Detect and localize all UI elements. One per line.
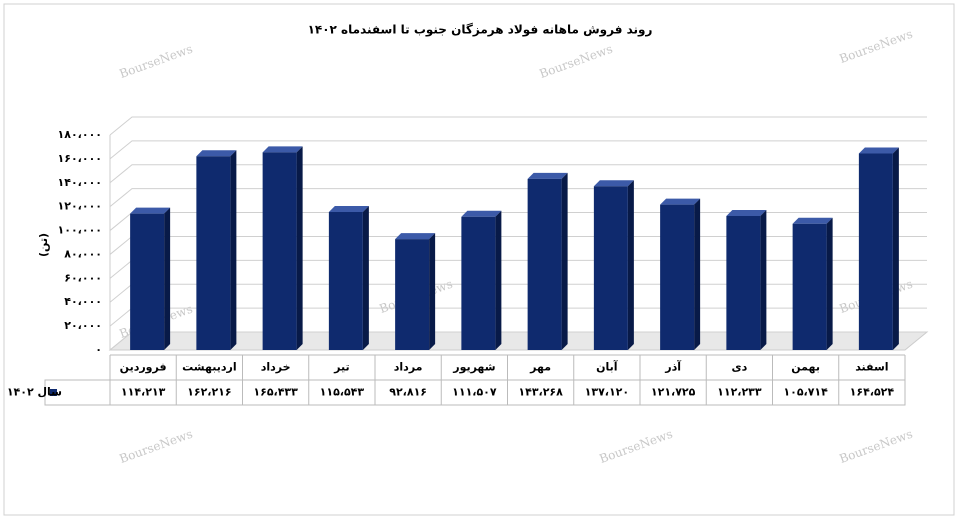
y-tick-label: ۱۰۰،۰۰۰	[58, 224, 102, 237]
y-tick-label: ۰	[95, 343, 102, 356]
bar-face	[561, 172, 568, 350]
chart-title: روند فروش ماهانه فولاد هرمزگان جنوب تا ا…	[308, 23, 653, 38]
bar-face	[627, 180, 634, 350]
legend-label: سال ۱۴۰۲	[7, 386, 62, 399]
y-tick-label: ۸۰،۰۰۰	[64, 247, 102, 260]
bar-face	[461, 216, 496, 350]
bar-face	[660, 198, 701, 205]
bar-face	[262, 146, 303, 153]
bar-face	[792, 217, 833, 224]
bar	[726, 209, 767, 350]
y-tick-label: ۶۰،۰۰۰	[64, 271, 102, 284]
bar-face	[429, 233, 436, 350]
bar	[328, 205, 369, 350]
y-tick-label: ۲۰،۰۰۰	[64, 319, 102, 332]
bar-face	[196, 156, 231, 350]
value-label: ۱۲۱،۷۲۵	[651, 386, 696, 399]
x-tick-label: دی	[732, 361, 748, 374]
value-label: ۱۴۳،۲۶۸	[518, 386, 563, 399]
x-tick-label: آذر	[664, 360, 681, 374]
bar	[593, 180, 634, 350]
bar-face	[328, 205, 369, 212]
bar-face	[858, 153, 893, 350]
value-label: ۱۶۴،۵۲۴	[850, 386, 895, 399]
grid-line	[109, 164, 927, 184]
bar-face	[262, 152, 297, 350]
bar-face	[593, 186, 628, 350]
bar	[858, 147, 899, 350]
bar-face	[760, 209, 767, 350]
bar	[130, 207, 171, 350]
x-tick-label: اسفند	[855, 361, 888, 374]
bar-face	[593, 180, 634, 187]
bar	[660, 198, 701, 350]
value-label: ۱۱۱،۵۰۷	[452, 386, 497, 399]
grid-line	[109, 116, 927, 136]
legend-swatch	[50, 389, 57, 396]
bar	[395, 233, 436, 350]
value-label: ۹۲،۸۱۶	[389, 386, 427, 399]
y-axis-label: (تن)	[37, 233, 50, 257]
bar-face	[395, 239, 430, 350]
bar-face	[130, 207, 171, 214]
y-tick-label: ۱۶۰،۰۰۰	[58, 152, 102, 165]
bar-face	[362, 205, 369, 350]
grid-line	[109, 140, 927, 160]
bar-face	[130, 213, 165, 350]
grid-line	[109, 188, 927, 208]
value-label: ۱۳۷،۱۲۰	[585, 386, 629, 399]
bar-face	[892, 147, 899, 350]
bar-face	[792, 223, 827, 350]
bar	[527, 172, 568, 350]
bar	[461, 210, 502, 350]
bar-face	[395, 233, 436, 240]
bar-face	[826, 217, 833, 350]
x-tick-label: خرداد	[261, 361, 291, 374]
value-label: ۱۶۵،۴۳۳	[253, 386, 298, 399]
x-tick-label: مرداد	[394, 361, 423, 374]
bar-face	[726, 209, 767, 216]
bar-face	[495, 210, 502, 350]
value-label: ۱۶۲،۲۱۶	[187, 386, 231, 399]
bar	[196, 150, 237, 350]
bar-face	[527, 172, 568, 179]
x-tick-label: مهر	[529, 361, 551, 374]
x-tick-label: اردیبهشت	[182, 361, 236, 374]
value-label: ۱۱۴،۲۱۳	[121, 386, 166, 399]
value-label: ۱۱۵،۵۴۳	[320, 386, 365, 399]
bar-face	[461, 210, 502, 217]
y-tick-label: ۱۴۰،۰۰۰	[58, 176, 102, 189]
bar-face	[296, 146, 303, 350]
bar	[262, 146, 303, 350]
value-label: ۱۱۲،۲۳۳	[717, 386, 762, 399]
x-tick-label: تیر	[333, 361, 349, 374]
y-tick-label: ۴۰،۰۰۰	[64, 295, 102, 308]
bar-face	[196, 150, 237, 157]
value-label: ۱۰۵،۷۱۴	[783, 386, 828, 399]
bar-face	[230, 150, 237, 350]
y-tick-label: ۱۲۰،۰۰۰	[58, 200, 102, 213]
x-tick-label: آبان	[596, 360, 618, 374]
bar-face	[694, 198, 701, 350]
bar-face	[328, 211, 363, 350]
bar	[792, 217, 833, 350]
x-tick-label: شهریور	[452, 361, 495, 374]
y-tick-label: ۱۸۰،۰۰۰	[58, 128, 102, 141]
bar-face	[527, 178, 562, 350]
bar-face	[660, 204, 695, 350]
x-tick-label: بهمن	[791, 361, 820, 374]
bar-face	[726, 215, 761, 350]
bar-face	[164, 207, 171, 350]
bar-face	[858, 147, 899, 154]
x-tick-label: فروردین	[120, 361, 167, 374]
